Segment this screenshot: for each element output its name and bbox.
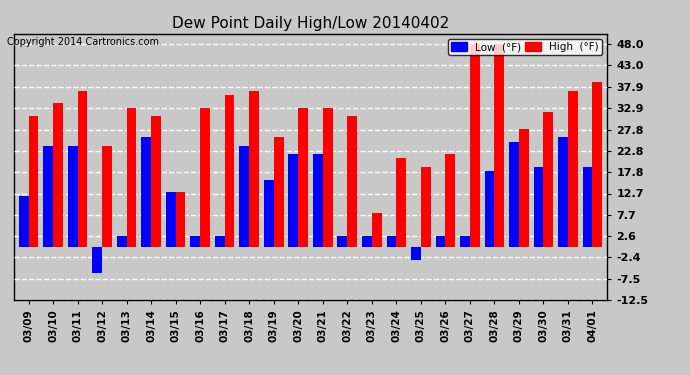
Bar <box>509 141 519 247</box>
Bar <box>445 154 455 247</box>
Bar <box>411 247 421 260</box>
Bar <box>68 146 77 247</box>
Bar <box>19 196 28 247</box>
Bar <box>288 154 298 247</box>
Bar <box>593 82 602 247</box>
Bar <box>141 137 151 247</box>
Bar <box>249 91 259 247</box>
Bar <box>544 112 553 247</box>
Text: Copyright 2014 Cartronics.com: Copyright 2014 Cartronics.com <box>7 37 159 47</box>
Bar <box>362 236 372 247</box>
Bar <box>421 167 431 247</box>
Bar <box>347 116 357 247</box>
Bar <box>568 91 578 247</box>
Bar <box>435 236 445 247</box>
Bar <box>495 44 504 247</box>
Bar <box>53 104 63 247</box>
Bar <box>313 154 323 247</box>
Bar <box>484 171 495 247</box>
Bar <box>126 108 137 247</box>
Bar <box>176 192 186 247</box>
Bar <box>274 137 284 247</box>
Bar <box>166 192 176 247</box>
Bar <box>200 108 210 247</box>
Bar <box>323 108 333 247</box>
Bar <box>460 236 470 247</box>
Bar <box>533 167 544 247</box>
Bar <box>239 146 249 247</box>
Bar <box>102 146 112 247</box>
Bar <box>337 236 347 247</box>
Bar <box>396 158 406 247</box>
Bar <box>92 247 102 273</box>
Bar <box>190 236 200 247</box>
Bar <box>151 116 161 247</box>
Bar <box>558 137 568 247</box>
Bar <box>43 146 53 247</box>
Legend: Low  (°F), High  (°F): Low (°F), High (°F) <box>448 39 602 56</box>
Bar <box>117 236 126 247</box>
Bar <box>470 44 480 247</box>
Title: Dew Point Daily High/Low 20140402: Dew Point Daily High/Low 20140402 <box>172 16 449 31</box>
Bar <box>582 167 593 247</box>
Bar <box>386 236 396 247</box>
Bar <box>519 129 529 247</box>
Bar <box>298 108 308 247</box>
Bar <box>215 236 225 247</box>
Bar <box>264 180 274 247</box>
Bar <box>77 91 88 247</box>
Bar <box>372 213 382 247</box>
Bar <box>28 116 39 247</box>
Bar <box>225 95 235 247</box>
